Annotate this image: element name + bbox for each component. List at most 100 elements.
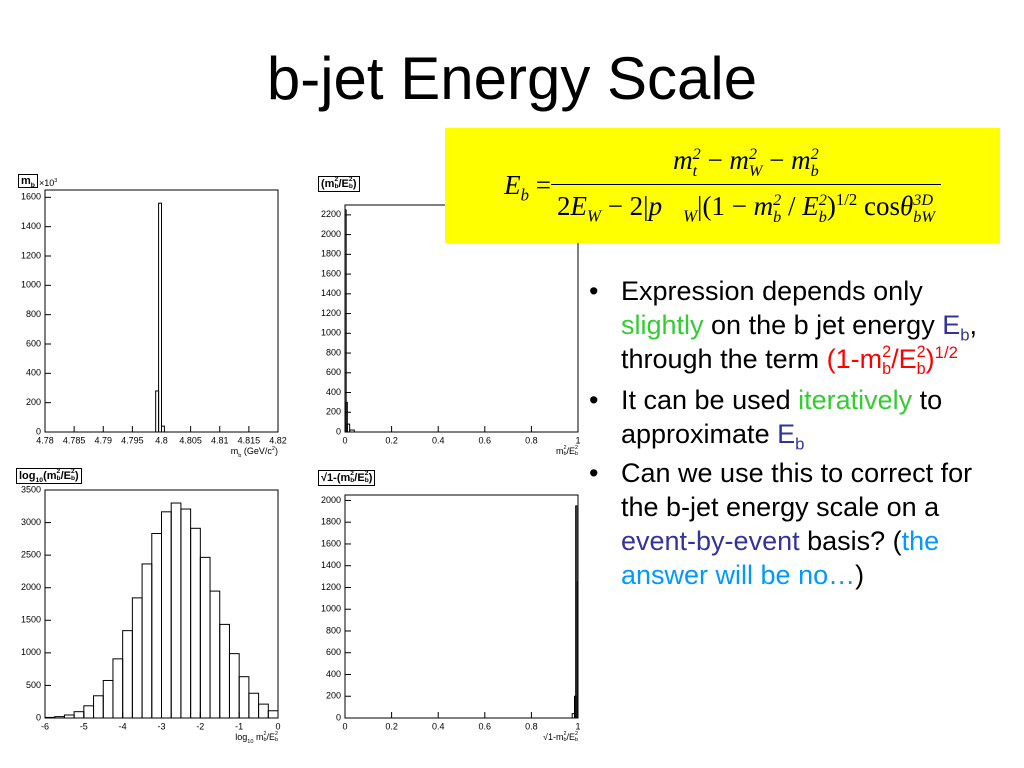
text-run: iteratively <box>798 385 912 415</box>
y-tick-label: 600 <box>326 647 341 657</box>
subscript: b <box>795 434 805 454</box>
run-text: √1-(m <box>321 471 351 484</box>
text-run: / <box>781 191 802 221</box>
bullet-list: Expression depends only slightly on the … <box>585 274 1010 597</box>
subscript: b <box>575 450 578 457</box>
y-tick-label: 200 <box>326 407 341 417</box>
subscript: 10 <box>35 477 44 485</box>
run-text: = <box>529 170 551 200</box>
subscript: b <box>960 325 970 345</box>
superscript: 2 <box>350 470 354 477</box>
y-tick-label: 0 <box>336 712 341 722</box>
run-text: , through the term <box>621 310 978 374</box>
y-tick-label: 1200 <box>21 250 41 260</box>
superscript: 2 <box>692 145 701 163</box>
superscript: 3D <box>913 190 934 209</box>
run-text: Can we use this to correct for the b-jet… <box>621 457 973 522</box>
x-tick-label: 4.78 <box>36 435 54 445</box>
run-text: m <box>21 175 31 187</box>
script-stack: 3D bW <box>913 190 935 226</box>
run-text: /E <box>566 446 575 457</box>
text-run: EW <box>570 191 600 224</box>
run-text: E <box>777 418 796 449</box>
y-tick-label: 1400 <box>21 221 41 231</box>
run-text: m <box>673 145 693 176</box>
text-run: It can be used <box>621 385 798 415</box>
y-tick-label: 1000 <box>321 604 341 614</box>
x-tick-label: -6 <box>41 721 49 731</box>
text-run: |(1 − <box>697 191 754 221</box>
superscript: 2 <box>818 190 827 209</box>
bullet: Can we use this to correct for the b-jet… <box>589 456 1010 592</box>
y-tick-label: 600 <box>326 367 341 377</box>
run-text: m <box>729 145 749 176</box>
text-run: /E 2 b <box>338 176 352 190</box>
text-run: ) <box>855 560 864 590</box>
x-tick-label: 4.805 <box>179 435 202 445</box>
plot-label: mb <box>18 174 38 189</box>
run-text: ) <box>352 177 357 190</box>
y-tick-label: 1600 <box>321 538 341 548</box>
run-text: /E <box>338 177 349 190</box>
x-tick-label: -4 <box>119 721 127 731</box>
text-run: log10 <box>235 732 254 745</box>
histogram-bin <box>344 209 347 433</box>
run-text: 2 <box>556 191 571 221</box>
x-tick-label: -5 <box>80 721 88 731</box>
subscript: 10 <box>247 738 254 745</box>
run-text: ×10 <box>39 178 55 188</box>
x-axis-label: log10 m 2 b/E 2 b <box>235 731 278 745</box>
text-run: ×103 <box>39 178 57 188</box>
text-run: √1-(m 2 b <box>321 470 354 484</box>
x-tick-label: 0 <box>342 721 347 731</box>
run-text: m <box>555 446 564 457</box>
superscript: 2 <box>882 342 892 361</box>
x-axis-label: √1-m 2 b/E 2 b <box>543 731 578 743</box>
run-text: θ <box>900 191 914 221</box>
axis-multiplier: ×103 <box>39 178 57 188</box>
y-tick-label: 400 <box>26 368 41 378</box>
x-tick-label: 0.2 <box>385 435 398 445</box>
superscript: 2 <box>275 731 278 737</box>
text-run: )1/2 <box>926 344 958 374</box>
superscript: 2 <box>575 445 578 451</box>
histogram-bin <box>345 401 348 433</box>
run-text: √1-m <box>543 732 564 743</box>
text-run: (m 2 b <box>321 176 338 190</box>
y-tick-label: 2200 <box>321 209 341 219</box>
text-run: ) <box>75 470 79 482</box>
text-run: (m 2 b <box>43 468 61 483</box>
subscript: b <box>70 474 75 482</box>
y-tick-label: 0 <box>36 712 41 722</box>
text-run: ) <box>353 178 357 190</box>
subscript: b <box>364 476 369 484</box>
text-run: Eb <box>504 170 529 203</box>
y-tick-label: 400 <box>326 669 341 679</box>
subscript: b <box>563 450 567 457</box>
subscript: b <box>520 185 529 205</box>
run-text: on the b jet energy <box>703 310 943 340</box>
text-run: )1/2 <box>827 191 857 221</box>
text-run: /E 2 b <box>61 468 75 483</box>
y-tick-label: 800 <box>326 625 341 635</box>
run-text: − <box>700 145 730 176</box>
x-tick-label: 0.8 <box>525 435 538 445</box>
text-run: /E 2 b <box>891 343 926 377</box>
text-run: the answer will be no… <box>621 526 939 590</box>
